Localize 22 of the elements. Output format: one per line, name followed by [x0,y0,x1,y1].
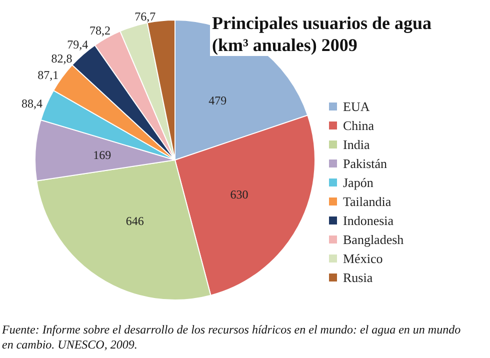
data-label: 87,1 [38,68,59,82]
data-label: 78,2 [90,24,111,38]
legend-label: Bangladesh [343,232,404,247]
source-note: Fuente: Informe sobre el desarrollo de los recursos hídricos en el mundo: el agua en un mundo en cambio. UNESCO, 2009. [1,322,464,352]
data-label: 82,8 [51,52,72,66]
data-label: 169 [93,148,112,162]
data-label: 76,7 [134,10,156,24]
legend-label: Tailandia [343,194,392,209]
legend-label: Rusia [343,270,373,285]
data-label: 630 [230,188,248,202]
text: Principales usuarios de agua (km³ anuales) 2009 [212,13,436,55]
data-label: 79,4 [67,38,88,52]
legend-label: Pakistán [343,156,388,171]
legend-label: México [343,251,383,266]
legend-label: China [343,118,374,133]
data-label: 646 [126,214,144,228]
data-label: 88,4 [22,96,43,110]
legend-label: EUA [343,99,370,114]
legend-label: Japón [343,175,374,190]
legend-label: India [343,137,370,152]
legend-label: Indonesia [343,213,394,228]
data-label: 479 [208,94,227,108]
